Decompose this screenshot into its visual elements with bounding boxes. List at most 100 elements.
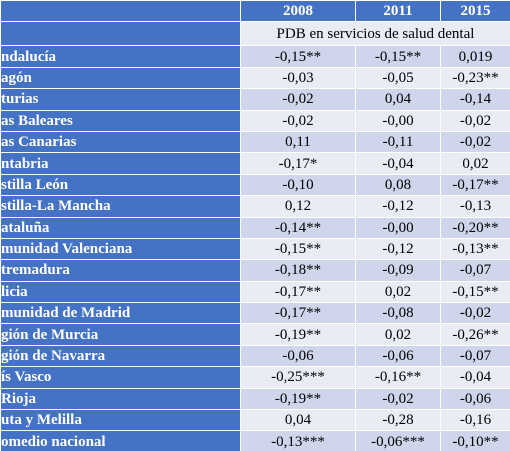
value-cell: -0,15** bbox=[240, 45, 356, 68]
value-cell: -0,25*** bbox=[240, 366, 356, 389]
value-cell: -0,10** bbox=[440, 430, 510, 451]
table-row: turias -0,02 0,04 -0,14 bbox=[0, 88, 510, 111]
value-cell: -0,26** bbox=[440, 323, 510, 346]
table-row: ís Vasco -0,25*** -0,16** -0,04 bbox=[0, 366, 510, 389]
value-cell: -0,08 bbox=[355, 302, 441, 325]
value-cell: -0,02 bbox=[240, 88, 356, 111]
value-cell: -0,02 bbox=[440, 302, 510, 325]
table-row: gión de Murcia -0,19** 0,02 -0,26** bbox=[0, 323, 510, 346]
table-row: agón -0,03 -0,05 -0,23** bbox=[0, 66, 510, 90]
row-label: Rioja bbox=[0, 387, 241, 411]
table-row: Rioja -0,19** -0,02 -0,06 bbox=[0, 387, 510, 411]
value-cell: -0,13 bbox=[440, 195, 510, 218]
table-row: ntabria -0,17* -0,04 0,02 bbox=[0, 152, 510, 175]
table-row: tremadura -0,18** -0,09 -0,07 bbox=[0, 259, 510, 282]
value-cell: -0,07 bbox=[440, 344, 510, 368]
value-cell: -0,18** bbox=[240, 259, 356, 282]
value-cell: -0,06 bbox=[240, 344, 356, 368]
value-cell: -0,12 bbox=[355, 195, 441, 218]
value-cell: -0,14** bbox=[240, 216, 356, 239]
value-cell: 0,08 bbox=[355, 173, 441, 197]
column-header: 2011 bbox=[355, 0, 441, 23]
row-label: as Canarias bbox=[0, 130, 241, 154]
value-cell: -0,13*** bbox=[240, 430, 356, 451]
value-cell: -0,28 bbox=[355, 409, 441, 432]
value-cell: -0,02 bbox=[240, 109, 356, 132]
value-cell: -0,09 bbox=[355, 259, 441, 282]
table-row: munidad Valenciana -0,15** -0,12 -0,13** bbox=[0, 237, 510, 261]
corner-cell bbox=[0, 0, 241, 23]
value-cell: 0,12 bbox=[240, 195, 356, 218]
value-cell: -0,15** bbox=[355, 45, 441, 68]
table-row: licia -0,17** 0,02 -0,15** bbox=[0, 280, 510, 304]
value-cell: -0,16** bbox=[355, 366, 441, 389]
value-cell: -0,06*** bbox=[355, 430, 441, 451]
table-row: omedio nacional -0,13*** -0,06*** -0,10** bbox=[0, 430, 510, 451]
column-header: 2015 bbox=[440, 0, 510, 23]
value-cell: 0,02 bbox=[355, 323, 441, 346]
value-cell: 0,02 bbox=[355, 280, 441, 304]
table-row: as Baleares -0,02 -0,00 -0,02 bbox=[0, 109, 510, 132]
value-cell: 0,11 bbox=[240, 130, 356, 154]
row-label: turias bbox=[0, 88, 241, 111]
value-cell: -0,11 bbox=[355, 130, 441, 154]
value-cell: -0,02 bbox=[440, 109, 510, 132]
value-cell: -0,02 bbox=[440, 130, 510, 154]
value-cell: -0,17** bbox=[240, 302, 356, 325]
value-cell: -0,02 bbox=[355, 387, 441, 411]
row-label: ís Vasco bbox=[0, 366, 241, 389]
row-label: munidad de Madrid bbox=[0, 302, 241, 325]
value-cell: -0,07 bbox=[440, 259, 510, 282]
row-label: gión de Navarra bbox=[0, 344, 241, 368]
table-row: stilla-La Mancha 0,12 -0,12 -0,13 bbox=[0, 195, 510, 218]
value-cell: -0,17** bbox=[240, 280, 356, 304]
header-row: 2008 2011 2015 bbox=[0, 0, 510, 23]
corner-cell bbox=[0, 21, 241, 47]
value-cell: -0,15** bbox=[440, 280, 510, 304]
value-cell: -0,15** bbox=[240, 237, 356, 261]
value-cell: -0,10 bbox=[240, 173, 356, 197]
row-label: licia bbox=[0, 280, 241, 304]
value-cell: -0,00 bbox=[355, 216, 441, 239]
subtitle-row: PDB en servicios de salud dental bbox=[0, 21, 510, 47]
value-cell: -0,13** bbox=[440, 237, 510, 261]
table-row: uta y Melilla 0,04 -0,28 -0,16 bbox=[0, 409, 510, 432]
table-row: as Canarias 0,11 -0,11 -0,02 bbox=[0, 130, 510, 154]
value-cell: -0,23** bbox=[440, 66, 510, 90]
value-cell: -0,19** bbox=[240, 387, 356, 411]
value-cell: -0,16 bbox=[440, 409, 510, 432]
row-label: as Baleares bbox=[0, 109, 241, 132]
row-label: ndalucía bbox=[0, 45, 241, 68]
table-row: ataluña -0,14** -0,00 -0,20** bbox=[0, 216, 510, 239]
table-row: stilla León -0,10 0,08 -0,17** bbox=[0, 173, 510, 197]
column-header: 2008 bbox=[240, 0, 356, 23]
row-label: uta y Melilla bbox=[0, 409, 241, 432]
value-cell: -0,04 bbox=[440, 366, 510, 389]
row-label: ntabria bbox=[0, 152, 241, 175]
row-label: omedio nacional bbox=[0, 430, 241, 451]
value-cell: -0,03 bbox=[240, 66, 356, 90]
value-cell: -0,05 bbox=[355, 66, 441, 90]
value-cell: -0,20** bbox=[440, 216, 510, 239]
value-cell: 0,04 bbox=[240, 409, 356, 432]
value-cell: -0,17** bbox=[440, 173, 510, 197]
value-cell: -0,17* bbox=[240, 152, 356, 175]
row-label: stilla León bbox=[0, 173, 241, 197]
table-row: gión de Navarra -0,06 -0,06 -0,07 bbox=[0, 344, 510, 368]
row-label: munidad Valenciana bbox=[0, 237, 241, 261]
row-label: ataluña bbox=[0, 216, 241, 239]
value-cell: -0,06 bbox=[440, 387, 510, 411]
row-label: tremadura bbox=[0, 259, 241, 282]
value-cell: -0,06 bbox=[355, 344, 441, 368]
value-cell: -0,04 bbox=[355, 152, 441, 175]
subtitle: PDB en servicios de salud dental bbox=[240, 21, 510, 47]
row-label: agón bbox=[0, 66, 241, 90]
value-cell: -0,19** bbox=[240, 323, 356, 346]
row-label: gión de Murcia bbox=[0, 323, 241, 346]
value-cell: -0,00 bbox=[355, 109, 441, 132]
table-row: ndalucía -0,15** -0,15** 0,019 bbox=[0, 45, 510, 68]
value-cell: -0,12 bbox=[355, 237, 441, 261]
table-row: munidad de Madrid -0,17** -0,08 -0,02 bbox=[0, 302, 510, 325]
